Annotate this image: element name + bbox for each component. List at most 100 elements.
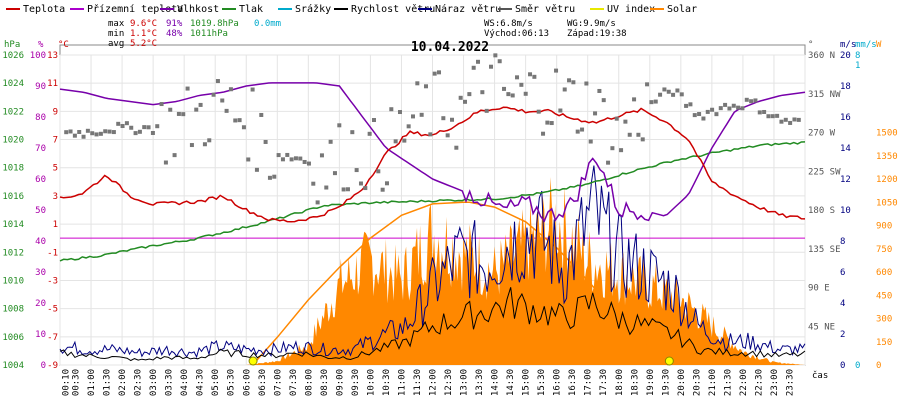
tick-label-watt: 900 bbox=[876, 222, 892, 232]
wind-direction-point bbox=[744, 97, 749, 102]
wind-direction-point bbox=[575, 129, 580, 134]
wind-direction-point bbox=[133, 131, 138, 136]
tick-label-direction: 225 SW bbox=[808, 167, 841, 177]
x-tick-label: 04:00 bbox=[180, 369, 190, 396]
x-tick-label: 22:30 bbox=[754, 369, 764, 396]
wind-direction-point bbox=[562, 87, 567, 92]
wind-direction-point bbox=[558, 108, 563, 113]
wind-speed-max: WS:6.8m/s bbox=[484, 19, 533, 29]
stats-max-temp: 9.6°C bbox=[130, 19, 157, 29]
wind-direction-point bbox=[332, 171, 337, 176]
wind-direction-point bbox=[770, 114, 775, 119]
wind-direction-point bbox=[302, 159, 307, 164]
x-tick-label: 23:00 bbox=[770, 369, 780, 396]
x-tick-label: 04:30 bbox=[196, 369, 206, 396]
wind-direction-point bbox=[81, 134, 86, 139]
wind-direction-point bbox=[402, 138, 407, 143]
wind-direction-point bbox=[528, 72, 533, 77]
x-axis: 00:10 00:30 01:00 01:30 02:00 02:30 03:00 03:30… bbox=[61, 369, 795, 396]
wind-direction-point bbox=[280, 157, 285, 162]
wind-direction-point bbox=[220, 98, 225, 103]
wind-direction-point bbox=[150, 130, 155, 135]
wind-direction-point bbox=[783, 117, 788, 122]
wind-direction-point bbox=[263, 139, 268, 144]
tick-label-percent: 80 bbox=[35, 113, 46, 123]
wind-direction-point bbox=[111, 130, 116, 135]
x-tick-label: 22:00 bbox=[739, 369, 749, 396]
wind-direction-point bbox=[211, 92, 216, 97]
wind-direction-point bbox=[536, 109, 541, 114]
stats-avg-temp: 5.2°C bbox=[130, 39, 157, 49]
wind-direction-point bbox=[285, 152, 290, 157]
wind-direction-point bbox=[666, 89, 671, 94]
wind-direction-point bbox=[749, 99, 754, 104]
tick-label-watt: 0 bbox=[876, 361, 881, 371]
chart-title: 10.04.2022 bbox=[411, 40, 489, 55]
wind-direction-point bbox=[159, 102, 164, 107]
x-tick-label: 18:00 bbox=[615, 369, 625, 396]
tick-label-hpa: 1020 bbox=[2, 136, 24, 146]
wind-direction-point bbox=[731, 103, 736, 108]
tick-label-ms: 16 bbox=[840, 113, 851, 123]
wind-direction-point bbox=[389, 107, 394, 112]
tick-label-hpa: 1010 bbox=[2, 276, 24, 286]
x-tick-label: 13:00 bbox=[460, 369, 470, 396]
wind-direction-point bbox=[432, 71, 437, 76]
wind-direction-point bbox=[502, 86, 507, 91]
x-tick-label: 09:00 bbox=[335, 369, 345, 396]
wind-direction-point bbox=[662, 87, 667, 92]
tick-label-hpa: 1008 bbox=[2, 305, 24, 315]
wind-direction-point bbox=[679, 92, 684, 97]
tick-label-watt: 1050 bbox=[876, 198, 898, 208]
wind-direction-point bbox=[497, 59, 502, 64]
x-tick-label: 06:00 bbox=[242, 369, 252, 396]
wind-direction-point bbox=[293, 156, 298, 161]
tick-label-temp: 7 bbox=[53, 136, 58, 146]
wind-direction-point bbox=[545, 120, 550, 125]
sunset-time: Západ:19:38 bbox=[567, 29, 627, 39]
wind-direction-point bbox=[636, 132, 641, 137]
wind-direction-point bbox=[428, 132, 433, 137]
tick-label-ms: 2 bbox=[840, 330, 845, 340]
wind-direction-point bbox=[441, 116, 446, 121]
wind-direction-point bbox=[610, 146, 615, 151]
x-tick-label: 20:00 bbox=[677, 369, 687, 396]
wind-direction-point bbox=[588, 139, 593, 144]
tick-label-percent: 50 bbox=[35, 206, 46, 216]
wind-direction-point bbox=[519, 82, 524, 87]
wind-direction-point bbox=[454, 145, 459, 150]
wind-direction-point bbox=[176, 111, 181, 116]
wind-direction-point bbox=[710, 107, 715, 112]
x-tick-label: 14:30 bbox=[506, 369, 516, 396]
stats-min-temp: 1.1°C bbox=[130, 29, 157, 39]
wind-direction-point bbox=[393, 139, 398, 144]
wind-direction-point bbox=[623, 119, 628, 124]
x-tick-label: 17:00 bbox=[584, 369, 594, 396]
tick-label-hpa: 1014 bbox=[2, 220, 24, 230]
x-tick-label: 10:30 bbox=[382, 369, 392, 396]
wind-direction-point bbox=[601, 98, 606, 103]
wind-direction-point bbox=[796, 117, 801, 122]
axis-unit-temp: °C bbox=[58, 40, 69, 50]
tick-label-direction: 315 NW bbox=[808, 90, 841, 100]
stats-max-humidity: 91% bbox=[166, 19, 183, 29]
x-tick-label: 03:30 bbox=[165, 369, 175, 396]
wind-direction-point bbox=[129, 125, 134, 130]
legend-label: Přízemní teplota bbox=[87, 3, 183, 15]
wind-direction-point bbox=[250, 87, 255, 92]
x-tick-label: 23:30 bbox=[785, 369, 795, 396]
x-tick-label: 14:00 bbox=[491, 369, 501, 396]
tick-label-watt: 1500 bbox=[876, 129, 898, 139]
wind-direction-point bbox=[653, 99, 658, 104]
wind-direction-point bbox=[358, 181, 363, 186]
stats-max-label: max bbox=[108, 19, 125, 29]
wind-direction-point bbox=[324, 185, 329, 190]
tick-label-mms: 1 bbox=[855, 61, 860, 71]
tick-label-direction: 270 W bbox=[808, 129, 836, 139]
wind-direction-point bbox=[90, 131, 95, 136]
tick-label-hpa: 1012 bbox=[2, 248, 24, 258]
tick-label-direction: 360 N bbox=[808, 51, 835, 61]
wind-direction-point bbox=[597, 88, 602, 93]
x-tick-label: 16:30 bbox=[568, 369, 578, 396]
